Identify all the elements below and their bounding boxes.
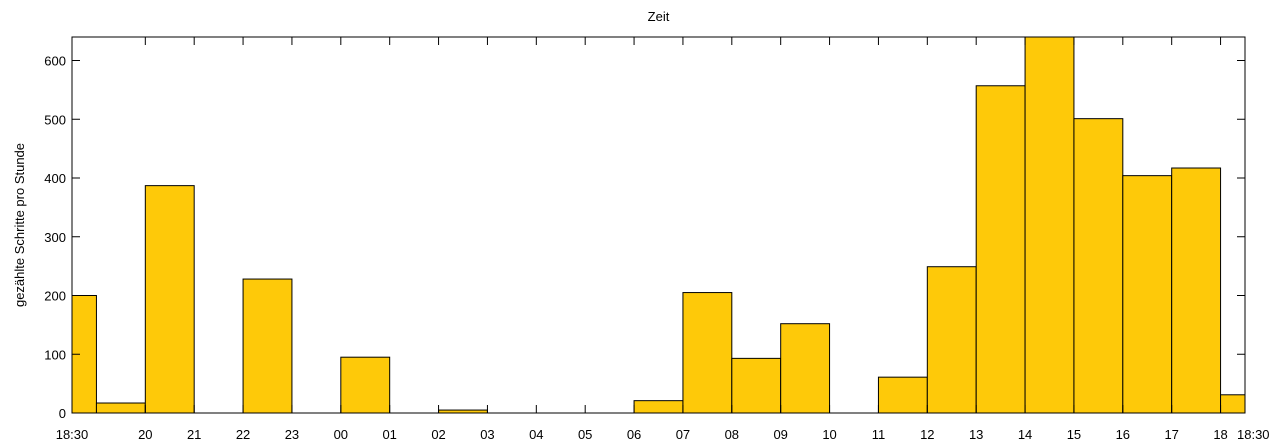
chart-title: Zeit [648,9,670,24]
y-tick-label: 0 [59,406,66,421]
x-tick-label: 16 [1116,427,1130,442]
bar-23 [1171,167,1222,414]
bar-6 [340,356,391,414]
x-tick-label: 08 [725,427,739,442]
bar-24 [1220,394,1246,414]
bar-17 [877,376,928,414]
y-tick-label: 300 [44,230,66,245]
x-tick-label: 05 [578,427,592,442]
bar-13 [682,292,733,414]
plot-frame [71,36,1246,414]
bar-12 [633,400,684,414]
x-tick-label: 09 [773,427,787,442]
y-tick-label: 500 [44,112,66,127]
y-tick-label: 400 [44,171,66,186]
bar-14 [731,357,782,414]
x-tick-label: 20 [138,427,152,442]
x-tick-label: 02 [431,427,445,442]
bar-20 [1024,36,1075,414]
x-tick-label: 06 [627,427,641,442]
x-tick-label: 01 [382,427,396,442]
x-tick-label: 18:30 [1237,427,1270,442]
y-tick-label: 600 [44,54,66,69]
y-tick-label: 100 [44,347,66,362]
bar-19 [975,85,1026,414]
x-tick-label: 11 [872,427,886,442]
x-tick-label: 23 [285,427,299,442]
x-tick-label: 14 [1018,427,1032,442]
bar-2 [144,185,195,414]
x-tick-label: 04 [529,427,543,442]
bar-18 [926,266,977,414]
x-tick-label: 15 [1067,427,1081,442]
x-tick-label: 10 [822,427,836,442]
bar-1 [95,402,146,414]
bar-21 [1073,118,1124,414]
bar-4 [242,278,293,414]
ticks-layer: 0 100 200 300 400 500 600 18:30 20 21 22 23 00 01 02 03… [44,37,1270,442]
x-tick-label: 13 [969,427,983,442]
x-tick-label: 17 [1164,427,1178,442]
x-tick-label: 18:30 [56,427,89,442]
x-tick-label: 07 [676,427,690,442]
y-axis-label: gezählte Schritte pro Stunde [12,143,27,307]
x-tick-label: 21 [187,427,201,442]
x-tick-label: 18 [1213,427,1227,442]
bar-15 [780,323,831,414]
bar-22 [1122,175,1173,414]
bars-layer [71,36,1246,414]
y-tick-label: 200 [44,289,66,304]
x-tick-label: 00 [334,427,348,442]
x-tick-label: 12 [920,427,934,442]
x-tick-label: 22 [236,427,250,442]
x-tick-label: 03 [480,427,494,442]
